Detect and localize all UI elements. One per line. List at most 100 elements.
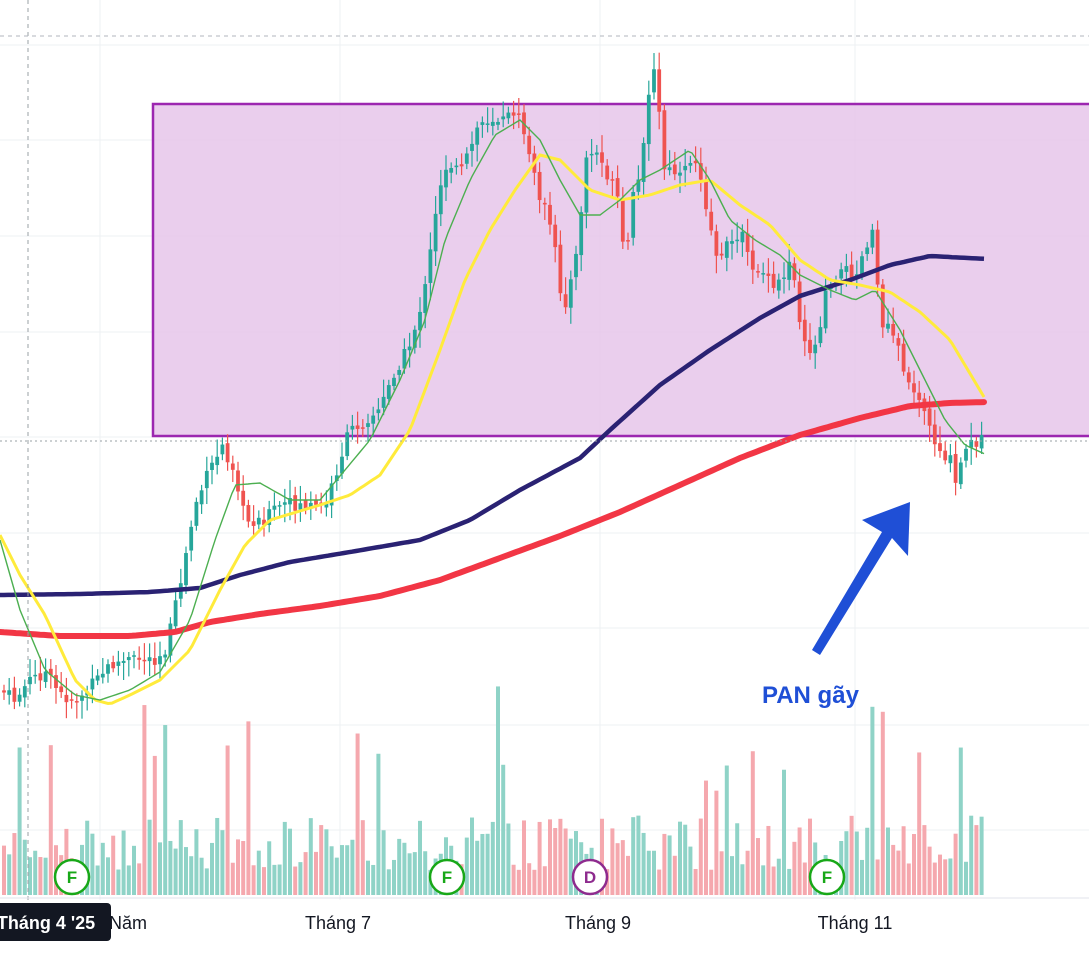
candle-body [766,273,771,276]
volume-bar [901,826,906,895]
volume-bar [308,818,313,895]
event-badge[interactable]: F [428,858,466,896]
price-zone-rectangle[interactable] [151,102,1089,438]
volume-bar [912,834,916,895]
candle-body [246,505,251,522]
event-badge[interactable]: D [571,858,609,896]
volume-bar [943,859,948,895]
candle-body [953,453,958,483]
candle-body [938,443,942,452]
candle-body [225,443,230,463]
candle-body [776,279,781,291]
volume-bar [657,869,662,895]
candle-body [64,694,69,703]
volume-bar [303,852,308,895]
candle-body [355,425,360,429]
candle-body [386,385,391,399]
volume-bar [2,845,6,895]
candle-body [454,165,459,168]
volume-bar [392,859,396,895]
candle-body [610,179,615,181]
candle-body [288,498,292,505]
candle-body [28,676,32,685]
volume-bar [854,831,859,895]
volume-bar [756,838,760,895]
candle-body [402,349,407,369]
volume-bar [553,828,558,895]
candle-body [158,656,162,665]
candle-body [147,657,152,662]
volume-bar [693,868,698,895]
x-tick-label: Tháng 7 [305,913,371,933]
volume-bar [880,711,885,895]
volume-bar [865,827,870,895]
candle-body [69,699,74,701]
volume-bar [808,818,812,895]
volume-bar [360,820,365,895]
candle-body [969,439,974,448]
volume-bar [615,843,620,895]
badge-circle [571,858,609,896]
volume-bar [277,864,282,895]
volume-bar [17,747,22,895]
candle-body [334,475,339,482]
candle-body [111,662,116,669]
volume-bar [376,753,381,895]
volume-bar [948,858,953,895]
volume-bar [168,840,173,895]
volume-bar [158,842,162,895]
volume-bar [298,862,303,895]
candle-body [818,327,823,344]
volume-bar [735,823,740,895]
volume-bar [397,838,402,895]
x-tick-label: Tháng 11 [818,913,893,933]
candle-body [865,247,870,255]
candle-body [698,163,703,180]
candle-body [594,152,599,155]
x-tick-label: Năm [109,913,147,933]
candle-body [444,169,448,188]
volume-bar [90,833,95,895]
candle-body [475,127,480,145]
candle-body [912,383,916,393]
candle-body [272,505,277,510]
annotation-text: PAN gãy [762,682,860,709]
volume-bar [178,820,183,895]
candle-body [553,224,558,248]
candle-body [891,323,896,336]
volume-bar [698,818,703,895]
candle-body [844,266,849,272]
candle-body [620,198,625,242]
candle-body [2,690,6,693]
volume-bar [974,825,979,895]
arrow-icon[interactable] [812,502,910,655]
volume-bar [542,866,547,895]
x-axis: Tháng 4 '25 Năm Tháng 7 Tháng 9 Tháng 11 [0,897,1089,941]
volume-bar [189,856,194,895]
candle-body [802,319,807,342]
ma-fast-line [0,119,985,701]
volume-bar [386,869,391,895]
volume-bar [787,868,792,895]
candle-body [667,167,672,171]
candle-body [948,455,953,464]
event-badge[interactable]: F [808,858,846,896]
candle-body [615,178,620,197]
candle-body [392,377,396,387]
volume-bar [340,845,344,895]
volume-bar [407,853,412,895]
candle-body [974,441,979,447]
volume-bar [548,819,552,895]
volume-bar [709,869,714,895]
candle-body [100,673,105,678]
candle-body [636,179,641,192]
volume-bar [527,863,532,895]
candle-body [714,231,719,256]
candle-body [470,143,474,151]
event-badge[interactable]: F [53,858,91,896]
volume-bar [329,846,334,895]
badge-letter: D [584,868,596,887]
candle-body [704,181,708,210]
